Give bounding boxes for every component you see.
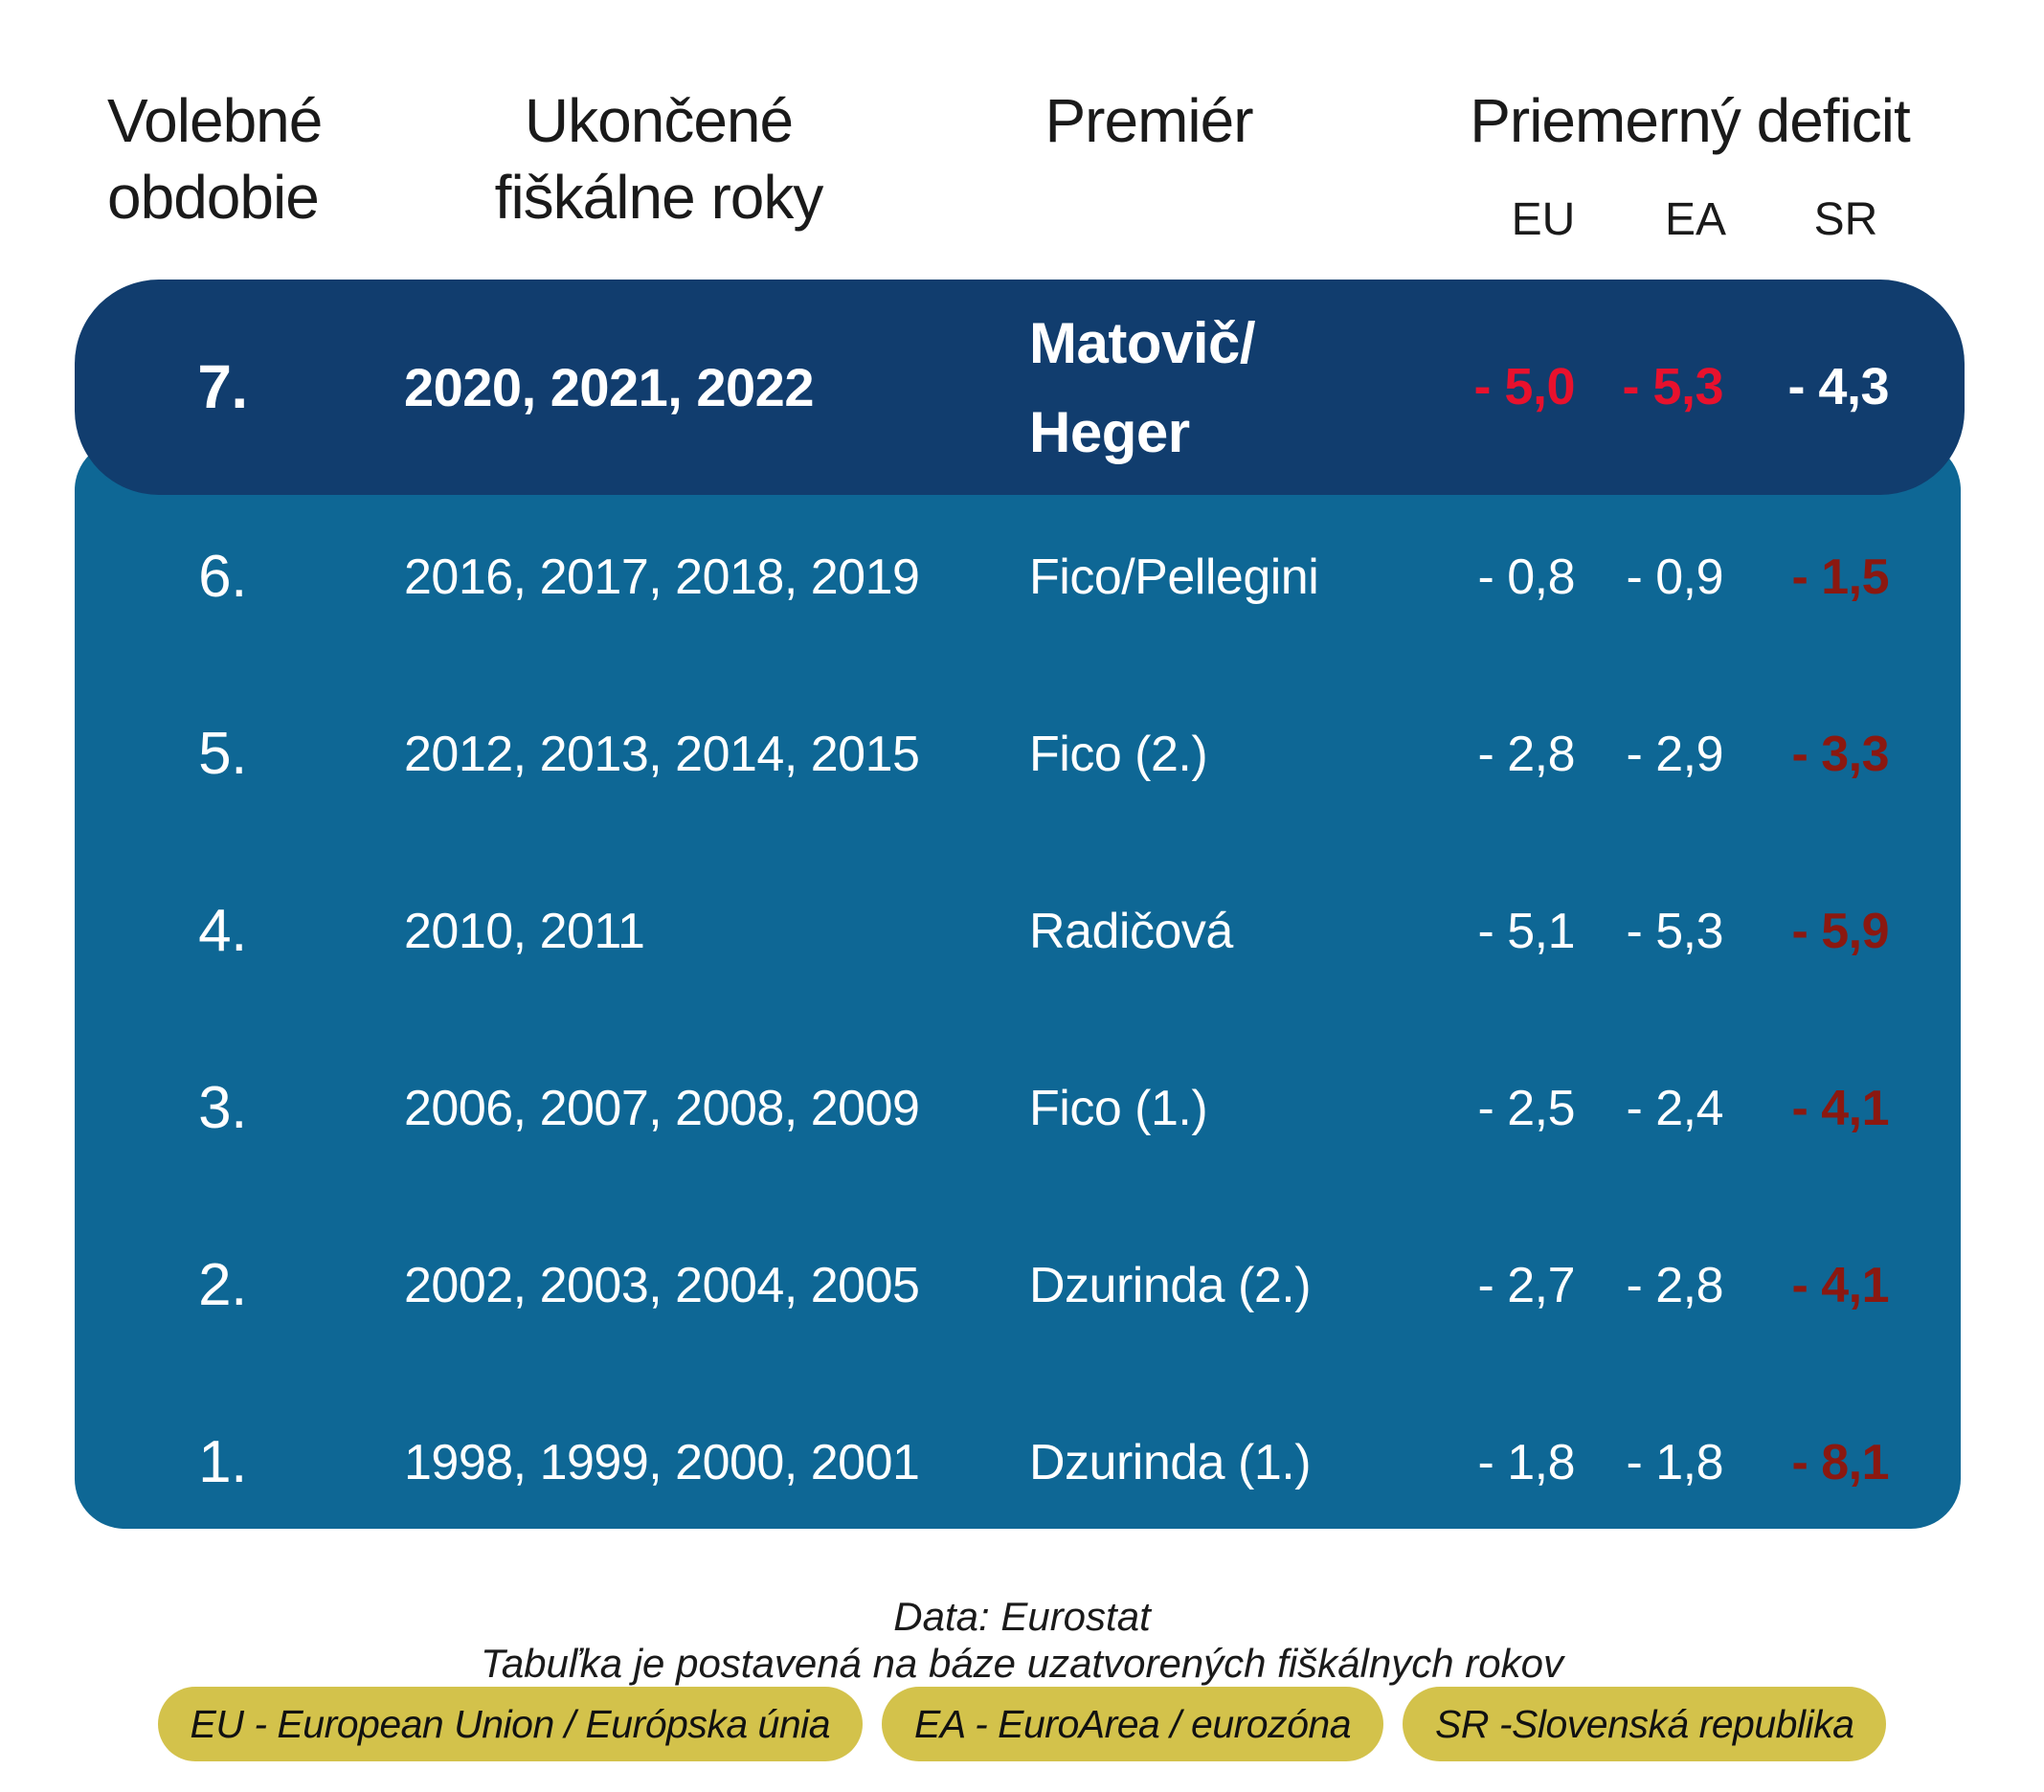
years-cell: 2016, 2017, 2018, 2019 (404, 549, 920, 605)
deficit-sr-cell: - 5,9 (1791, 904, 1889, 959)
rank-cell: 5. (198, 721, 247, 787)
deficit-ea-cell: - 5,3 (1626, 904, 1723, 959)
years-cell: 2010, 2011 (404, 904, 645, 959)
deficit-sr-cell: - 8,1 (1791, 1435, 1889, 1490)
deficit-ea-cell: - 2,9 (1626, 727, 1723, 782)
methodology-note: Tabuľka je postavená na báze uzatvorenýc… (481, 1641, 1563, 1686)
premier-line2: Heger (1029, 399, 1190, 464)
deficit-sr-cell: - 4,1 (1791, 1081, 1889, 1136)
years-cell: 2006, 2007, 2008, 2009 (404, 1081, 920, 1136)
premier-cell: Fico/Pellegini (1029, 549, 1319, 605)
deficit-eu-cell: - 2,8 (1477, 727, 1575, 782)
highlighted-row-card (75, 280, 1965, 495)
rank-cell: 6. (198, 544, 247, 610)
column-header-premier: Premiér (1044, 86, 1253, 155)
premier-cell: Dzurinda (1.) (1029, 1435, 1312, 1490)
deficit-ea-cell: - 2,4 (1626, 1081, 1723, 1136)
deficit-sr-cell: - 3,3 (1791, 727, 1889, 782)
years-cell: 2020, 2021, 2022 (404, 357, 814, 417)
subcolumn-header-sr: SR (1813, 194, 1878, 245)
table-row: 3. 2006, 2007, 2008, 2009 Fico (1.) - 2,… (0, 1065, 2044, 1152)
premier-line1: Matovič/ (1029, 310, 1256, 375)
deficit-ea-cell: - 1,8 (1626, 1435, 1723, 1490)
legend-pill-ea: EA - EuroArea / eurozóna (882, 1687, 1384, 1761)
column-header-ukoncene-fiskalne-roky: Ukončené fiškálne roky (494, 86, 824, 232)
rank-cell: 7. (197, 352, 248, 421)
deficit-ea-cell: - 5,3 (1622, 358, 1723, 415)
column-header-volebne-obdobie: Volebné obdobie (107, 86, 323, 232)
subcolumn-header-ea: EA (1664, 194, 1727, 245)
deficit-sr-cell: - 4,1 (1791, 1258, 1889, 1313)
premier-cell: Radičová (1029, 904, 1233, 959)
deficit-eu-cell: - 5,0 (1473, 358, 1575, 415)
years-cell: 2002, 2003, 2004, 2005 (404, 1258, 920, 1313)
legend: EU - European Union / Európska únia EA -… (0, 1687, 2044, 1761)
deficit-eu-cell: - 5,1 (1477, 904, 1575, 959)
table-body-card (75, 440, 1961, 1529)
table-row: 4. 2010, 2011 Radičová - 5,1 - 5,3 - 5,9 (0, 888, 2044, 974)
deficit-sr-cell: - 4,3 (1787, 358, 1889, 415)
rank-cell: 2. (198, 1252, 247, 1318)
deficit-ea-cell: - 0,9 (1626, 549, 1723, 605)
rank-cell: 4. (198, 898, 247, 964)
years-cell: 1998, 1999, 2000, 2001 (404, 1435, 920, 1490)
table-row: 1. 1998, 1999, 2000, 2001 Dzurinda (1.) … (0, 1420, 2044, 1506)
table-row: 6. 2016, 2017, 2018, 2019 Fico/Pellegini… (0, 534, 2044, 620)
legend-pill-eu: EU - European Union / Európska únia (157, 1687, 864, 1761)
data-source-note: Data: Eurostat (893, 1594, 1151, 1639)
rank-cell: 1. (198, 1429, 247, 1495)
table-row: 5. 2012, 2013, 2014, 2015 Fico (2.) - 2,… (0, 711, 2044, 797)
deficit-sr-cell: - 1,5 (1791, 549, 1889, 605)
deficit-eu-cell: - 0,8 (1477, 549, 1575, 605)
premier-cell: Fico (2.) (1029, 727, 1208, 782)
deficit-eu-cell: - 1,8 (1477, 1435, 1575, 1490)
subcolumn-header-eu: EU (1511, 194, 1576, 245)
deficit-eu-cell: - 2,5 (1477, 1081, 1575, 1136)
premier-cell: Matovič/ Heger (1029, 280, 1256, 495)
deficit-ea-cell: - 2,8 (1626, 1258, 1723, 1313)
rank-cell: 3. (198, 1075, 247, 1141)
legend-pill-sr: SR -Slovenská republika (1403, 1687, 1887, 1761)
deficit-eu-cell: - 2,7 (1477, 1258, 1575, 1313)
table-row: 2. 2002, 2003, 2004, 2005 Dzurinda (2.) … (0, 1243, 2044, 1329)
years-cell: 2012, 2013, 2014, 2015 (404, 727, 920, 782)
column-header-priemerny-deficit: Priemerný deficit (1470, 86, 1911, 155)
premier-cell: Fico (1.) (1029, 1081, 1208, 1136)
premier-cell: Dzurinda (2.) (1029, 1258, 1312, 1313)
